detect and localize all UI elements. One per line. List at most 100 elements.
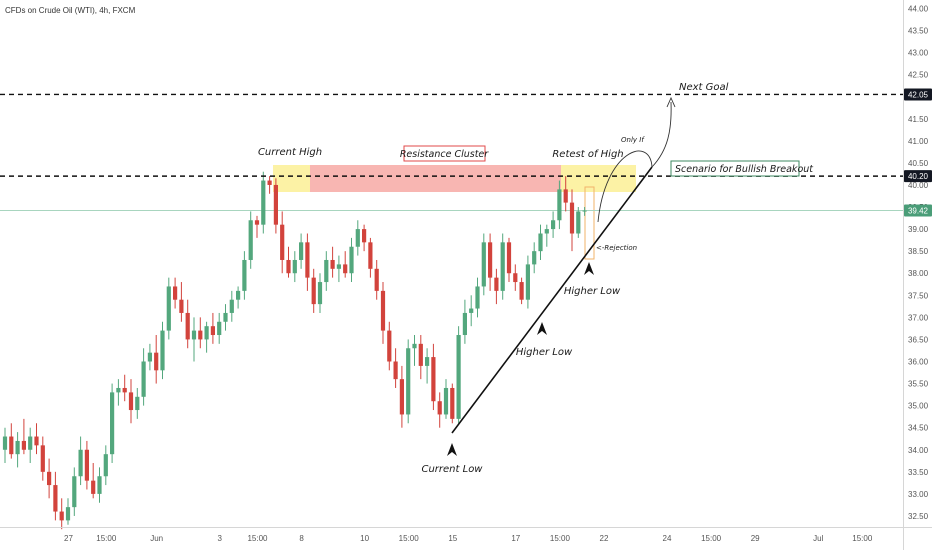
candle — [443, 379, 449, 419]
candle-body — [53, 485, 58, 512]
trendline — [451, 166, 653, 434]
y-tick-label: 34.50 — [908, 424, 929, 433]
candle-body — [21, 440, 26, 450]
candle — [223, 304, 228, 331]
candle — [78, 436, 83, 486]
y-tick-label: 40.50 — [908, 159, 929, 168]
candle-body — [236, 290, 241, 300]
candle-body — [450, 387, 455, 419]
candle-body — [40, 445, 45, 472]
candle — [324, 251, 329, 291]
candle — [494, 268, 499, 305]
candles — [2, 171, 587, 530]
candle-body — [141, 361, 146, 397]
candle-body — [286, 259, 291, 274]
candle — [204, 321, 209, 353]
candle — [569, 189, 575, 252]
candle — [166, 277, 171, 340]
retest-high-box — [561, 165, 636, 192]
candle — [431, 343, 436, 411]
candle-body — [569, 202, 575, 234]
rejection-label: <-Rejection — [596, 244, 637, 252]
candle-body — [292, 259, 297, 274]
candle-body — [179, 299, 184, 313]
candle — [582, 207, 587, 216]
y-tick-label: 34.00 — [908, 446, 929, 455]
candle-body — [582, 210, 587, 212]
x-tick-label: 24 — [663, 534, 672, 543]
higher-low-label-1: Higher Low — [516, 347, 573, 358]
candle-body — [330, 259, 335, 269]
y-tick-label: 38.50 — [908, 247, 929, 256]
candle — [336, 255, 341, 283]
candle — [475, 277, 480, 318]
next-goal-curve — [651, 101, 672, 168]
candle — [97, 467, 102, 503]
candle-body — [198, 330, 203, 340]
x-tick-label: 10 — [360, 534, 369, 543]
candle-body — [166, 286, 171, 331]
y-tick-label: 38.00 — [908, 269, 929, 278]
candle-body — [368, 242, 373, 269]
x-tick-label: 8 — [299, 534, 304, 543]
candle — [236, 286, 241, 309]
candle — [551, 211, 556, 238]
candle — [248, 211, 253, 269]
annotation-labels: Current High Resistance Cluster Retest o… — [258, 82, 814, 475]
candle-body — [399, 379, 404, 415]
resistance-cluster-label: Resistance Cluster — [400, 149, 489, 160]
candle-body — [97, 476, 102, 494]
candle-body — [557, 189, 562, 221]
current-low-label: Current Low — [421, 464, 483, 475]
candle — [393, 348, 398, 388]
candle — [34, 423, 39, 455]
candle-body — [443, 387, 449, 415]
candle-body — [475, 286, 480, 309]
price-label-tag — [904, 88, 932, 101]
candle-body — [431, 357, 436, 402]
y-tick-label: 42.50 — [908, 71, 929, 80]
candle-body — [154, 352, 159, 371]
candle — [513, 264, 518, 291]
y-tick-label: 40.00 — [908, 181, 929, 190]
candle — [532, 242, 537, 274]
x-tick-label: 15 — [448, 534, 457, 543]
price-label-text: 40.20 — [908, 172, 929, 181]
candle-body — [160, 330, 165, 371]
only-if-label: Only If — [621, 136, 645, 144]
resistance-cluster-label-box — [403, 145, 486, 162]
price-label-text: 39.42 — [908, 207, 929, 216]
current-low-arrow-icon — [447, 443, 457, 456]
candle — [173, 277, 178, 309]
next-goal-label: Next Goal — [679, 82, 729, 93]
candle — [387, 321, 392, 371]
candle-body — [488, 242, 493, 278]
x-tick-label: 15:00 — [701, 534, 722, 543]
candle-body — [229, 299, 234, 313]
y-tick-label: 43.00 — [908, 49, 929, 58]
candle — [122, 374, 127, 402]
candle — [406, 339, 411, 424]
higher-low-arrow-icon-2 — [584, 262, 594, 275]
candle — [481, 233, 486, 296]
candle-body — [412, 343, 417, 349]
candle — [84, 440, 89, 490]
candle-body — [311, 277, 316, 305]
candle-body — [84, 449, 89, 481]
candle-body — [425, 357, 430, 366]
candle — [462, 299, 467, 344]
candle — [500, 233, 505, 300]
candle — [469, 295, 474, 327]
candle — [53, 471, 58, 521]
candle — [242, 251, 247, 300]
y-tick-label: 36.50 — [908, 335, 929, 344]
candle — [519, 277, 524, 305]
candle-body — [418, 343, 423, 366]
candle — [425, 348, 430, 384]
x-tick-label: 15:00 — [550, 534, 571, 543]
candle — [116, 379, 121, 406]
candle — [2, 427, 8, 464]
candle-body — [437, 401, 442, 415]
